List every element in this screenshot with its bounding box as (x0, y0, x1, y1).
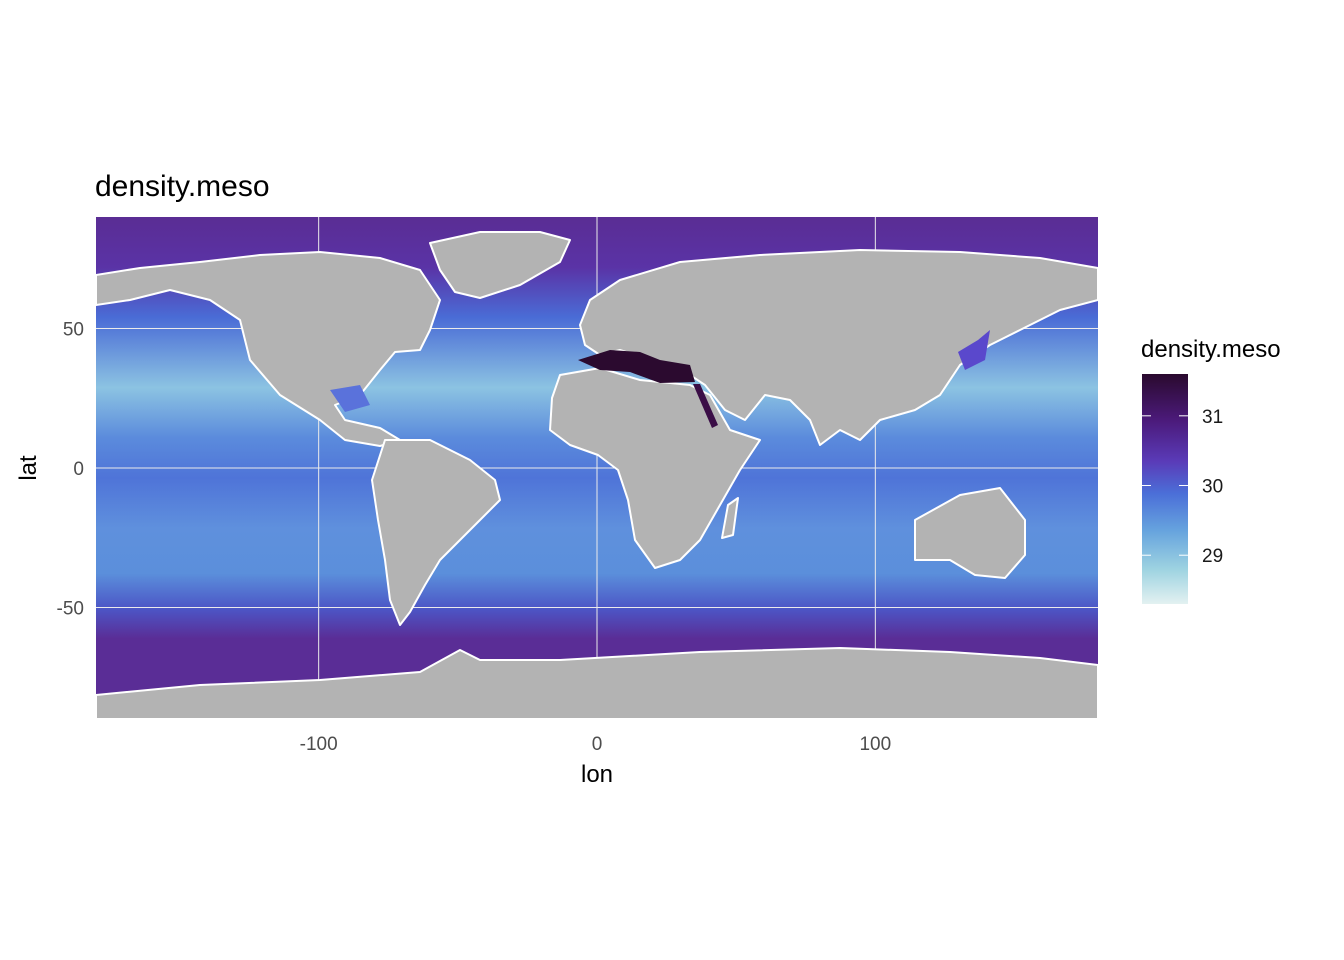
legend-tick-label: 30 (1202, 477, 1223, 498)
y-tick-label: 0 (73, 459, 84, 480)
x-axis-title: lon (581, 761, 613, 788)
plot-panel (96, 217, 1098, 719)
x-tick-label: -100 (300, 734, 338, 755)
land-masses (96, 231, 1098, 719)
x-tick-label: 0 (592, 734, 603, 755)
plot-title: density.meso (95, 170, 270, 203)
legend: density.meso 31 30 29 (1141, 336, 1281, 604)
sea-mediterranean (578, 350, 695, 383)
land-south-america (371, 439, 501, 626)
land-antarctica (96, 647, 1098, 719)
y-tick-label: 50 (63, 320, 84, 341)
legend-tick-label: 29 (1202, 546, 1223, 567)
legend-ticks: 31 30 29 (1142, 407, 1223, 567)
land-north-america (96, 251, 441, 447)
legend-tick-label: 31 (1202, 407, 1223, 428)
land-australia (914, 487, 1026, 579)
sea-japan (958, 330, 990, 370)
x-axis-ticks: -100 0 100 (300, 734, 892, 755)
legend-title: density.meso (1141, 336, 1281, 363)
land-greenland (429, 231, 571, 299)
sea-gulf-mexico (330, 385, 370, 412)
land-africa (549, 367, 761, 569)
y-tick-label: -50 (57, 598, 84, 619)
sea-red (693, 384, 718, 428)
legend-colorbar (1142, 374, 1188, 604)
y-axis-title: lat (15, 455, 42, 481)
y-axis-ticks: 50 0 -50 (57, 320, 84, 620)
land-madagascar (721, 497, 739, 539)
x-tick-label: 100 (859, 734, 891, 755)
